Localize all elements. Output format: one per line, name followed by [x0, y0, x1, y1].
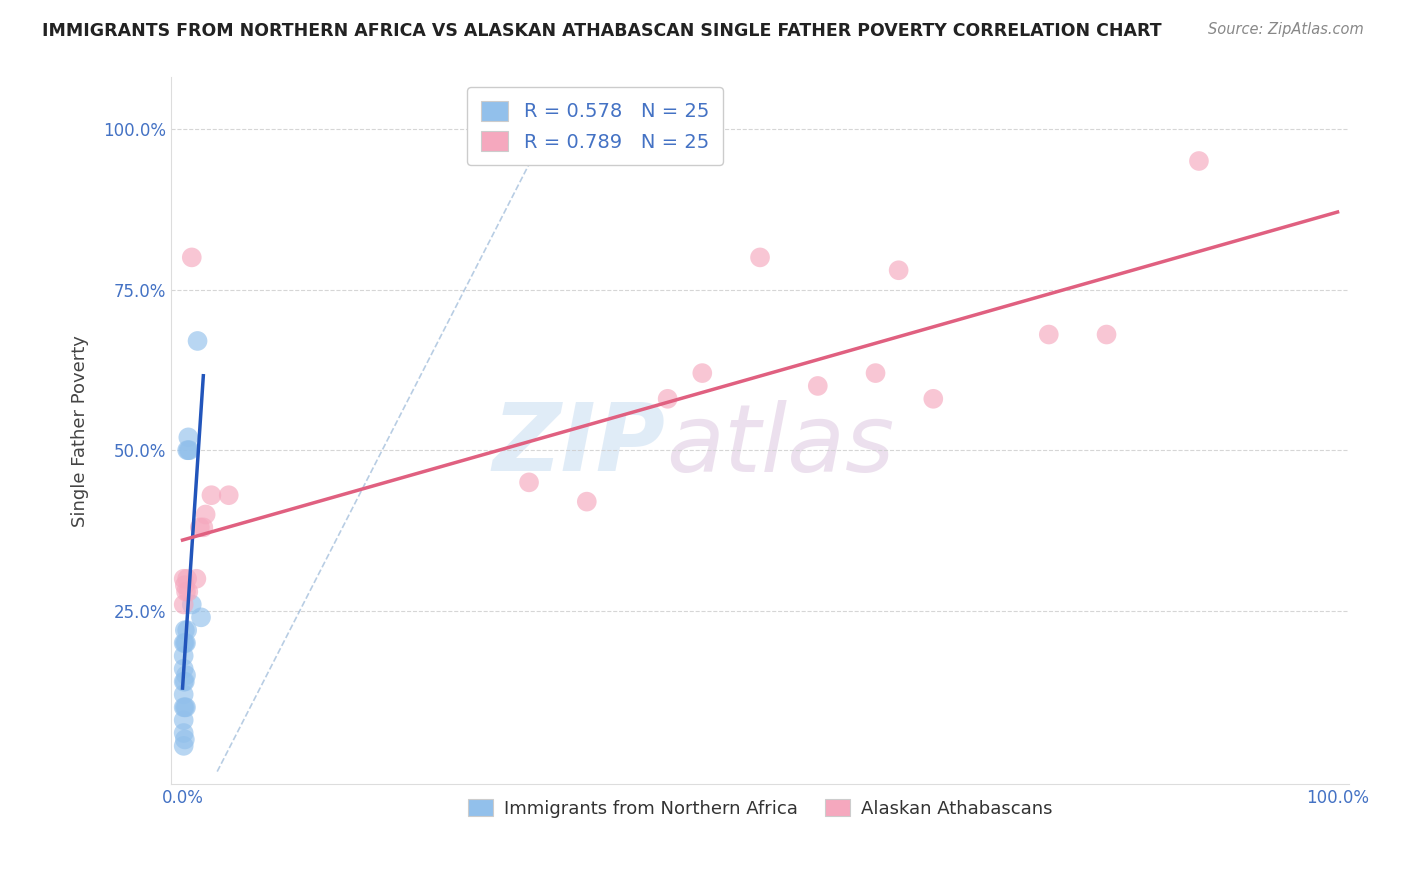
Point [173, 674, 195, 689]
Point [218, 488, 240, 502]
Point [922, 392, 945, 406]
Point [657, 392, 679, 406]
Point [173, 578, 195, 592]
Point [173, 623, 195, 637]
Point [173, 572, 195, 586]
Point [173, 648, 195, 663]
Point [173, 674, 195, 689]
Point [188, 520, 211, 534]
Point [173, 739, 195, 753]
Text: IMMIGRANTS FROM NORTHERN AFRICA VS ALASKAN ATHABASCAN SINGLE FATHER POVERTY CORR: IMMIGRANTS FROM NORTHERN AFRICA VS ALASK… [42, 22, 1161, 40]
Point [200, 488, 222, 502]
Point [517, 475, 540, 490]
Point [690, 366, 713, 380]
Point [807, 379, 830, 393]
Point [176, 572, 198, 586]
Text: Source: ZipAtlas.com: Source: ZipAtlas.com [1208, 22, 1364, 37]
Point [173, 636, 195, 650]
Point [173, 732, 195, 747]
Point [174, 636, 197, 650]
Point [173, 598, 195, 612]
Point [174, 584, 197, 599]
Point [173, 713, 195, 727]
Point [1188, 153, 1211, 168]
Point [887, 263, 910, 277]
Point [186, 572, 208, 586]
Text: ZIP: ZIP [494, 399, 666, 491]
Point [749, 251, 772, 265]
Point [1095, 327, 1118, 342]
Point [177, 430, 200, 444]
Point [177, 443, 200, 458]
Point [174, 668, 197, 682]
Point [190, 610, 212, 624]
Point [180, 251, 202, 265]
Point [187, 334, 209, 348]
Point [173, 700, 195, 714]
Point [1038, 327, 1060, 342]
Point [193, 520, 215, 534]
Point [865, 366, 887, 380]
Point [174, 700, 197, 714]
Point [173, 700, 195, 714]
Point [173, 662, 195, 676]
Text: atlas: atlas [666, 400, 894, 491]
Point [173, 726, 195, 740]
Point [179, 443, 201, 458]
Point [176, 623, 198, 637]
Point [176, 443, 198, 458]
Point [575, 494, 598, 508]
Point [180, 598, 202, 612]
Point [173, 688, 195, 702]
Point [194, 508, 217, 522]
Y-axis label: Single Father Poverty: Single Father Poverty [72, 335, 89, 527]
Point [173, 636, 195, 650]
Point [177, 584, 200, 599]
Legend: Immigrants from Northern Africa, Alaskan Athabascans: Immigrants from Northern Africa, Alaskan… [461, 792, 1060, 825]
